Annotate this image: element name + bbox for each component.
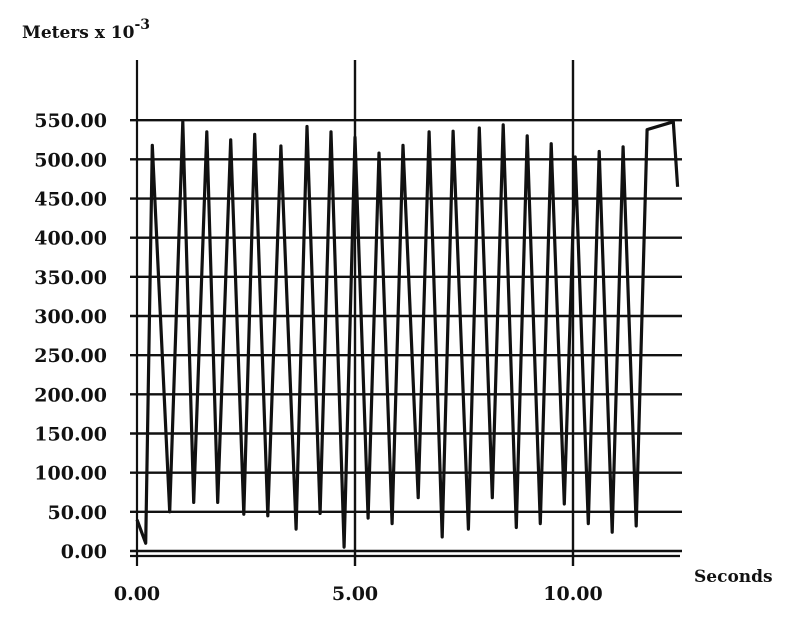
x-tick-label: 5.00 <box>332 583 378 605</box>
y-tick-labels: 0.00 50.00 100.00 150.00 200.00 250.00 300.00 3… <box>34 110 107 563</box>
y-tick-label: 500.00 <box>34 149 107 171</box>
y-axis-title-main: Meters x 10 <box>22 23 135 43</box>
series <box>135 120 680 549</box>
y-tick-label: 200.00 <box>34 384 107 406</box>
y-tick-label: 50.00 <box>48 502 108 524</box>
y-tick-label: 400.00 <box>34 228 107 250</box>
y-tick-label: 100.00 <box>34 463 107 485</box>
x-axis-title: Seconds <box>694 567 773 587</box>
y-axis-title-exponent: -3 <box>134 17 150 33</box>
y-tick-label: 300.00 <box>34 306 107 328</box>
x-tick-labels: 0.00 5.00 10.00 <box>114 583 603 605</box>
y-tick-label: 550.00 <box>34 110 107 132</box>
y-tick-label: 0.00 <box>61 541 107 563</box>
series-line <box>135 120 680 549</box>
y-tick-label: 250.00 <box>34 345 107 367</box>
y-tick-label: 350.00 <box>34 267 107 289</box>
axes <box>130 60 680 566</box>
x-tick-label: 0.00 <box>114 583 160 605</box>
y-tick-label: 450.00 <box>34 189 107 211</box>
y-tick-label: 150.00 <box>34 424 107 446</box>
y-axis-title: Meters x 10-3 <box>22 17 150 43</box>
x-tick-label: 10.00 <box>543 583 603 605</box>
